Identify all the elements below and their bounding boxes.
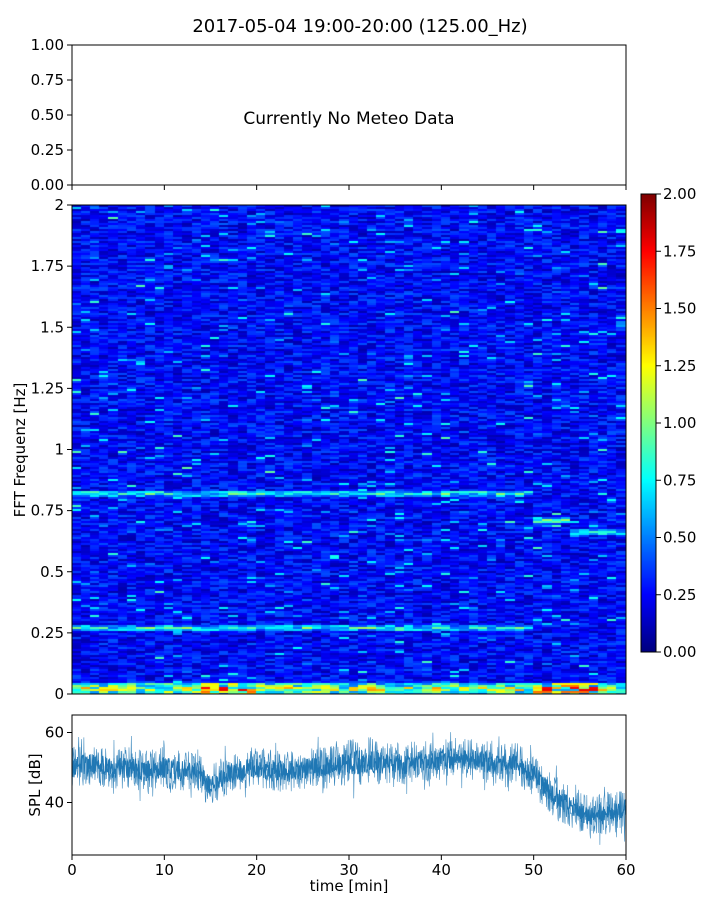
chart-title: 2017-05-04 19:00-20:00 (125.00_Hz) — [192, 16, 527, 37]
spectrogram-y-tick-label: 0.25 — [31, 624, 64, 642]
spl-x-tick-label: 60 — [616, 861, 635, 879]
spectrogram-y-tick-label: 0 — [54, 685, 64, 703]
spectrogram-y-tick-label: 0.75 — [31, 502, 64, 520]
x-axis-label: time [min] — [310, 877, 389, 895]
spl-x-tick-label: 0 — [67, 861, 77, 879]
spl-x-tick-label: 20 — [247, 861, 266, 879]
spectrogram-y-label: FFT Frequenz [Hz] — [11, 383, 29, 518]
meteo-y-tick-label: 0.75 — [31, 71, 64, 89]
spl-y-tick-label: 60 — [45, 724, 64, 742]
meteo-y-tick-label: 0.00 — [31, 176, 64, 194]
spl-y-axis: 40 60 — [45, 724, 72, 812]
colorbar-wrapper — [641, 194, 656, 652]
spectrogram-y-tick-label: 1.5 — [40, 318, 64, 336]
meteo-axes-frame — [71, 44, 627, 186]
colorbar-tick-label: 1.25 — [663, 357, 696, 375]
spectrogram-y-tick-label: 1.75 — [31, 257, 64, 275]
spl-x-tick-label: 10 — [155, 861, 174, 879]
colorbar-tick-label: 1.75 — [663, 242, 696, 260]
meteo-message: Currently No Meteo Data — [243, 109, 454, 129]
colorbar-tick-label: 2.00 — [663, 185, 696, 203]
colorbar-tick-label: 0.00 — [663, 643, 696, 661]
spl-y-tick-label: 40 — [45, 794, 64, 812]
colorbar-tick-label: 1.00 — [663, 414, 696, 432]
meteo-y-tick-label: 0.25 — [31, 141, 64, 159]
spl-x-tick-label: 50 — [524, 861, 543, 879]
meteo-y-axis: 0.00 0.25 0.50 0.75 1.00 — [31, 36, 72, 194]
meteo-y-tick-label: 1.00 — [31, 36, 64, 54]
spectrogram-y-axis: 0 0.25 0.5 0.75 1 1.25 1.5 1.75 2 — [31, 196, 72, 703]
spl-y-label: SPL [dB] — [26, 753, 44, 816]
spectrogram-y-tick-label: 1.25 — [31, 379, 64, 397]
spl-axes-frame — [72, 715, 626, 855]
spectrogram-y-tick-label: 2 — [54, 196, 64, 214]
spectrogram-panel: FFT Frequenz [Hz] 0 0.25 0.5 0.75 1 1.25 1.5 1.… — [11, 196, 627, 703]
meteo-y-tick-label: 0.50 — [31, 106, 64, 124]
colorbar-tick-label: 0.25 — [663, 586, 696, 604]
spl-x-tick-label: 30 — [339, 861, 358, 879]
spl-x-tick-label: 40 — [432, 861, 451, 879]
colorbar-tick-label: 1.50 — [663, 300, 696, 318]
colorbar-tick-label: 0.75 — [663, 471, 696, 489]
spl-line-core — [71, 748, 627, 825]
spectrogram-y-tick-label: 0.5 — [40, 563, 64, 581]
colorbar: 0.00 0.25 0.50 0.75 1.00 1.25 1.50 1.75 2.00 — [640, 185, 696, 661]
spl-series — [71, 732, 627, 845]
colorbar-gradient — [641, 194, 656, 652]
meteo-x-ticks — [71, 185, 627, 190]
spectrogram-heatmap — [72, 205, 626, 694]
spectrogram-image-wrapper — [72, 205, 626, 694]
colorbar-axis: 0.00 0.25 0.50 0.75 1.00 1.25 1.50 1.75 2.00 — [656, 185, 696, 661]
spl-x-axis: 0 10 20 30 40 50 60 — [67, 855, 636, 879]
spectrogram-y-tick-label: 1 — [54, 441, 64, 459]
meteo-panel: Currently No Meteo Data 0.00 0.25 0.50 0.75… — [31, 36, 627, 194]
spl-panel: 40 60 0 10 20 30 40 50 60 SPL [dB] time [min] — [26, 714, 636, 895]
colorbar-tick-label: 0.50 — [663, 529, 696, 547]
